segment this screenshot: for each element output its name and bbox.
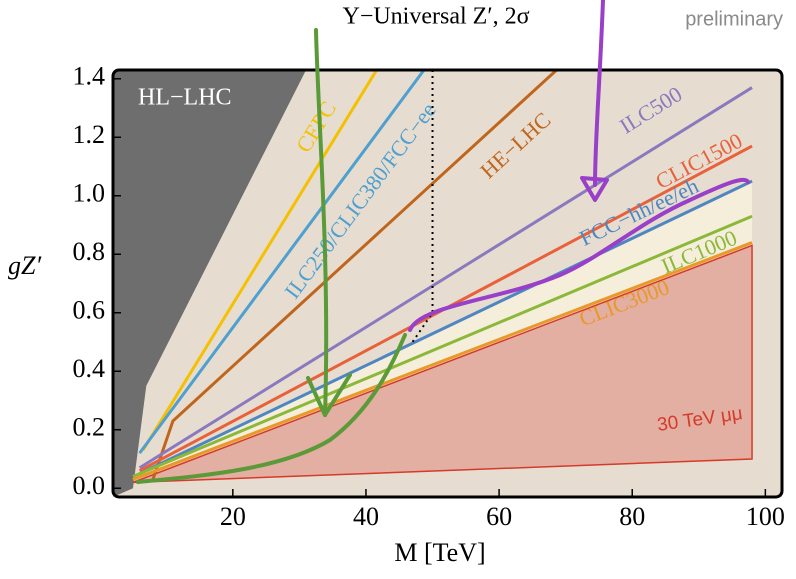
handwritten-annotations xyxy=(136,0,750,484)
y-tick-label: 1.2 xyxy=(73,120,106,149)
annotation-curve xyxy=(136,333,407,484)
note: preliminary xyxy=(685,8,783,30)
y-tick-label: 0.0 xyxy=(73,471,106,500)
series-line xyxy=(138,179,753,475)
x-tick-label: 40 xyxy=(353,502,379,531)
axes: 20 40 60 80 100 0.0 0.2 0.4 0.6 0.8 1.0 1.2 1.4 xyxy=(73,62,785,531)
annotation-arrowhead xyxy=(306,373,352,417)
y-tick-label: 0.6 xyxy=(73,296,106,325)
series-line xyxy=(138,70,441,455)
series-line xyxy=(132,241,753,481)
y-tick-label: 1.0 xyxy=(73,179,106,208)
x-tick-label: 100 xyxy=(746,502,785,531)
annotation-arrow xyxy=(314,28,329,417)
muon-region xyxy=(132,244,753,484)
chart-title: Y−Universal Z′, 2σ xyxy=(342,4,529,30)
series-line xyxy=(132,214,753,478)
series-line xyxy=(138,86,753,470)
plot-frame xyxy=(111,68,784,499)
y-tick-label: 0.8 xyxy=(73,237,106,266)
series-line xyxy=(141,70,391,451)
region-label: HL−LHC xyxy=(138,85,232,111)
y-tick-label: 0.2 xyxy=(73,413,106,442)
y-axis-label: gZ′ xyxy=(8,251,41,280)
annotation-curve xyxy=(408,177,750,332)
annotation-arrowhead xyxy=(580,176,609,202)
annotation-arrow xyxy=(593,0,605,187)
x-tick-label: 20 xyxy=(220,502,246,531)
x-tick-label: 60 xyxy=(486,502,512,531)
x-axis-label: M [TeV] xyxy=(394,538,485,567)
y-tick-label: 0.4 xyxy=(73,354,106,383)
excluded-region xyxy=(113,70,307,497)
x-tick-label: 80 xyxy=(619,502,645,531)
y-tick-label: 1.4 xyxy=(73,62,106,91)
